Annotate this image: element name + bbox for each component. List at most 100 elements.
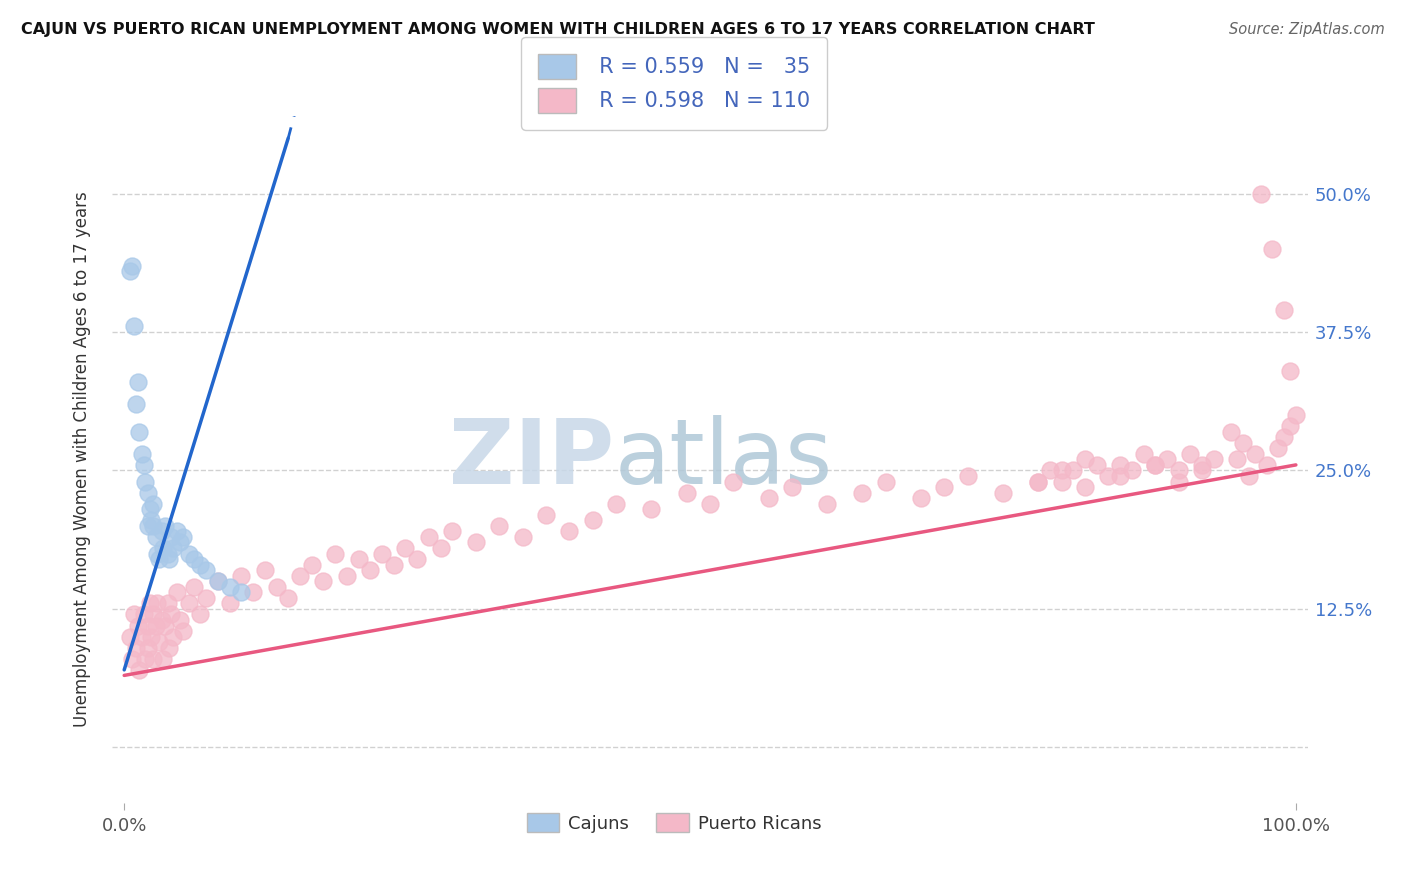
- Point: [371, 547, 394, 561]
- Point: [1167, 475, 1189, 489]
- Point: [1226, 452, 1249, 467]
- Point: [640, 502, 662, 516]
- Point: [218, 580, 240, 594]
- Point: [134, 652, 156, 666]
- Point: [127, 618, 149, 632]
- Point: [815, 497, 838, 511]
- Point: [1062, 463, 1084, 477]
- Point: [382, 558, 405, 572]
- Point: [1039, 463, 1062, 477]
- Point: [162, 541, 184, 555]
- Point: [1085, 458, 1108, 472]
- Point: [142, 652, 165, 666]
- Point: [1074, 452, 1097, 467]
- Point: [146, 596, 169, 610]
- Point: [1097, 469, 1119, 483]
- Point: [131, 630, 153, 644]
- Legend: Cajuns, Puerto Ricans: Cajuns, Puerto Ricans: [517, 805, 831, 842]
- Point: [242, 585, 264, 599]
- Point: [125, 640, 148, 655]
- Point: [195, 563, 218, 577]
- Point: [152, 652, 174, 666]
- Point: [188, 558, 212, 572]
- Y-axis label: Unemployment Among Women with Children Ages 6 to 17 years: Unemployment Among Women with Children A…: [73, 192, 91, 727]
- Point: [1144, 458, 1167, 472]
- Point: [418, 530, 440, 544]
- Point: [758, 491, 780, 505]
- Point: [323, 547, 346, 561]
- Point: [441, 524, 464, 539]
- Point: [120, 264, 141, 278]
- Point: [1237, 469, 1260, 483]
- Point: [160, 607, 183, 622]
- Point: [177, 596, 200, 610]
- Point: [558, 524, 581, 539]
- Point: [128, 425, 150, 439]
- Point: [125, 397, 148, 411]
- Point: [156, 596, 179, 610]
- Point: [851, 485, 873, 500]
- Point: [136, 640, 159, 655]
- Point: [166, 585, 188, 599]
- Point: [1180, 447, 1202, 461]
- Point: [1279, 419, 1302, 434]
- Point: [394, 541, 416, 555]
- Point: [1279, 364, 1302, 378]
- Point: [134, 475, 156, 489]
- Point: [155, 519, 177, 533]
- Point: [1191, 458, 1213, 472]
- Point: [207, 574, 229, 589]
- Point: [1250, 186, 1272, 201]
- Point: [1026, 475, 1049, 489]
- Point: [148, 552, 170, 566]
- Point: [127, 375, 149, 389]
- Point: [136, 519, 159, 533]
- Point: [464, 535, 486, 549]
- Point: [183, 580, 205, 594]
- Point: [1050, 463, 1073, 477]
- Point: [136, 485, 159, 500]
- Point: [991, 485, 1014, 500]
- Point: [1109, 469, 1132, 483]
- Text: Source: ZipAtlas.com: Source: ZipAtlas.com: [1229, 22, 1385, 37]
- Point: [122, 607, 145, 622]
- Point: [512, 530, 534, 544]
- Point: [195, 591, 218, 605]
- Point: [122, 319, 145, 334]
- Point: [148, 635, 170, 649]
- Point: [1232, 435, 1254, 450]
- Point: [169, 613, 191, 627]
- Point: [723, 475, 745, 489]
- Point: [699, 497, 721, 511]
- Point: [1244, 447, 1267, 461]
- Point: [145, 618, 167, 632]
- Point: [1050, 475, 1073, 489]
- Point: [1026, 475, 1049, 489]
- Text: atlas: atlas: [614, 416, 832, 503]
- Point: [359, 563, 381, 577]
- Point: [1156, 452, 1178, 467]
- Point: [207, 574, 229, 589]
- Point: [1074, 480, 1097, 494]
- Text: ZIP: ZIP: [450, 416, 614, 503]
- Point: [605, 497, 627, 511]
- Point: [1285, 408, 1308, 422]
- Point: [132, 458, 156, 472]
- Point: [347, 552, 370, 566]
- Point: [1256, 458, 1278, 472]
- Point: [188, 607, 212, 622]
- Point: [136, 618, 159, 632]
- Point: [155, 618, 177, 632]
- Point: [534, 508, 557, 522]
- Point: [172, 530, 194, 544]
- Point: [141, 513, 163, 527]
- Point: [582, 513, 605, 527]
- Point: [956, 469, 979, 483]
- Point: [150, 524, 173, 539]
- Point: [675, 485, 697, 500]
- Text: CAJUN VS PUERTO RICAN UNEMPLOYMENT AMONG WOMEN WITH CHILDREN AGES 6 TO 17 YEARS : CAJUN VS PUERTO RICAN UNEMPLOYMENT AMONG…: [21, 22, 1095, 37]
- Point: [277, 591, 299, 605]
- Point: [910, 491, 932, 505]
- Point: [162, 630, 184, 644]
- Point: [253, 563, 276, 577]
